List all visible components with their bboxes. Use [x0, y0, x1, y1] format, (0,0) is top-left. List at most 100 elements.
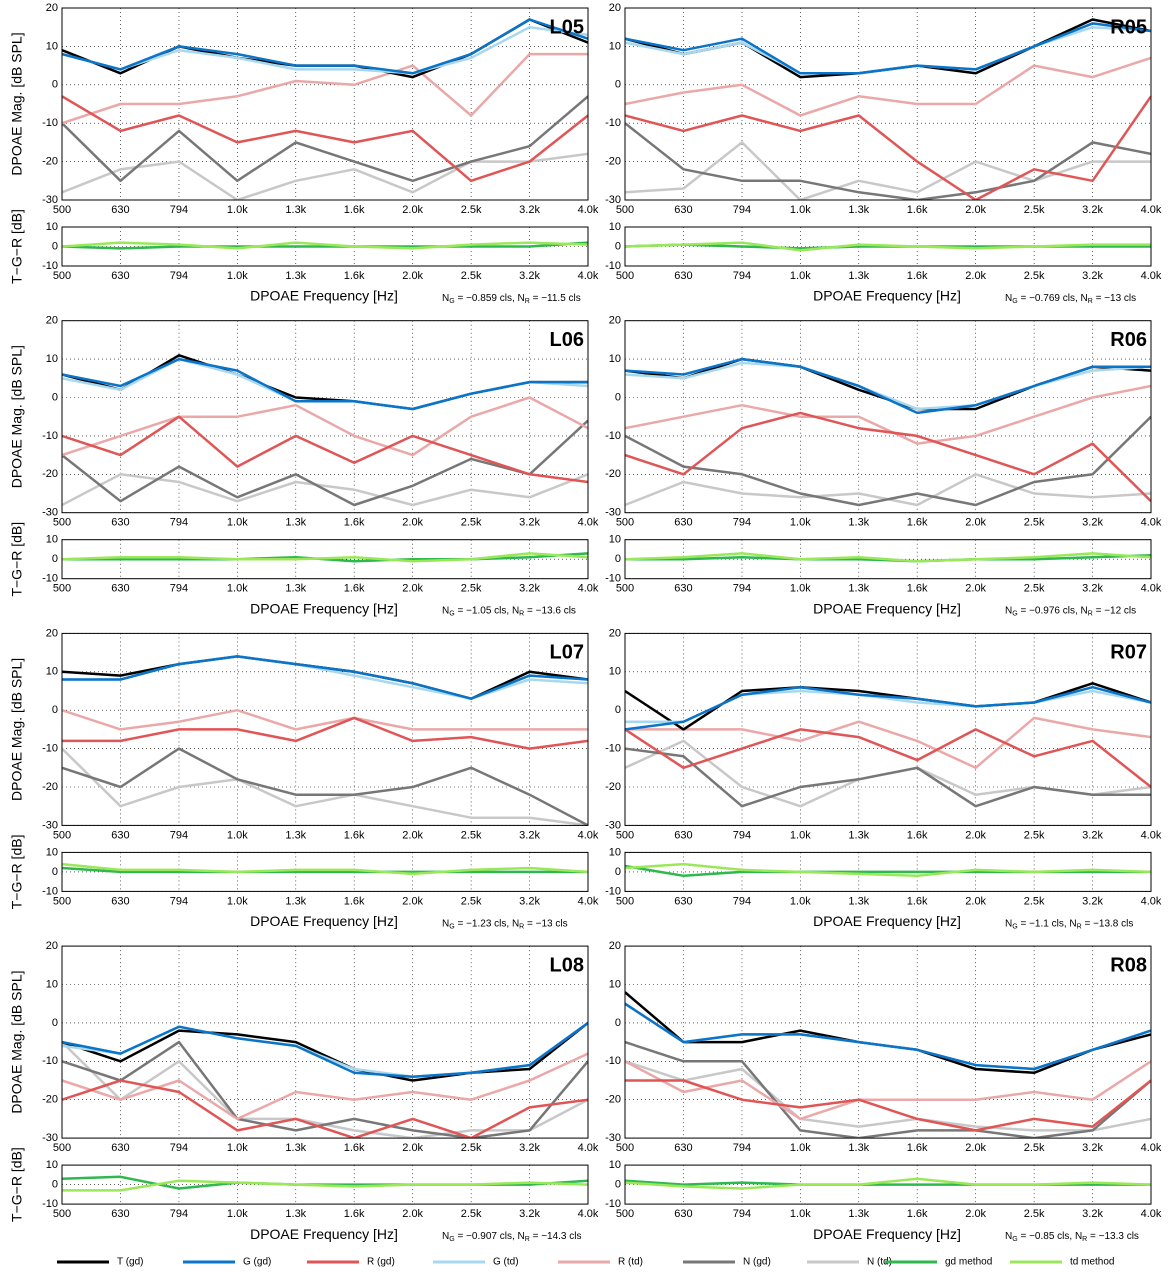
legend-label: N (td)	[867, 1257, 892, 1268]
annotation: NG = −1.23 cls, NR = −13 cls	[442, 918, 568, 930]
y-tick-label: 0	[615, 553, 621, 565]
y-axis-label: DPOAE Mag. [dB SPL]	[9, 32, 25, 175]
data-line	[62, 25, 588, 75]
y-axis-label: DPOAE Mag. [dB SPL]	[9, 658, 25, 801]
x-tick-label: 1.3k	[848, 1142, 869, 1154]
x-tick-label: 4.0k	[578, 1142, 599, 1154]
x-tick-label: 4.0k	[578, 583, 599, 595]
y-tick-label: 20	[46, 940, 58, 952]
x-tick-label: 794	[733, 1142, 751, 1154]
x-tick-label: 500	[53, 583, 71, 595]
legend-label: G (gd)	[243, 1257, 271, 1268]
plot-area: -30 -20 -10 0 10 20 500 630 794 1.0k 1.3k 1.6k 2.0k 2…	[605, 2, 1162, 216]
y-tick-label: 20	[609, 315, 621, 327]
axes-frame	[61, 539, 589, 580]
data-line	[62, 708, 588, 731]
annotation-part: = −13.3 cls	[1087, 1231, 1139, 1242]
annotation-part: = −11.5 cls	[530, 293, 581, 304]
y-tick-label: 10	[46, 40, 58, 52]
x-tick-label: 500	[616, 895, 634, 907]
x-tick-label: 630	[111, 1142, 129, 1154]
x-tick-label: 1.3k	[285, 583, 306, 595]
x-tick-label: 2.5k	[461, 204, 482, 216]
x-tick-label: 4.0k	[1141, 829, 1162, 841]
annotation-part: = −1.1 cls, N	[1018, 918, 1077, 929]
x-tick-label: 794	[733, 895, 751, 907]
y-axis-label: DPOAE Mag. [dB SPL]	[9, 971, 25, 1114]
x-tick-label: 2.0k	[965, 829, 986, 841]
x-tick-label: 1.0k	[227, 583, 248, 595]
x-tick-label: 3.2k	[519, 517, 540, 529]
x-tick-label: 2.0k	[402, 270, 423, 282]
y-tick-label: -20	[42, 156, 58, 168]
x-tick-label: 1.3k	[285, 829, 306, 841]
axes-frame	[624, 7, 1152, 201]
data-line	[625, 552, 1151, 563]
x-tick-label: 1.3k	[848, 1208, 869, 1220]
y-tick-label: 0	[52, 79, 58, 91]
x-tick-label: 2.0k	[402, 204, 423, 216]
x-tick-label: 2.5k	[1024, 1208, 1045, 1220]
x-tick-label: 500	[616, 517, 634, 529]
data-line	[625, 411, 1151, 503]
data-line	[62, 655, 588, 700]
x-tick-label: 2.5k	[461, 583, 482, 595]
data-line	[625, 1002, 1151, 1071]
x-tick-label: 2.0k	[402, 517, 423, 529]
x-tick-label: 4.0k	[1141, 583, 1162, 595]
x-tick-label: 1.0k	[227, 1208, 248, 1220]
x-tick-label: 500	[616, 583, 634, 595]
legend-label: T (gd)	[117, 1257, 144, 1268]
x-tick-label: 794	[733, 829, 751, 841]
data-line	[62, 747, 588, 826]
y-tick-label: -30	[42, 1132, 58, 1144]
x-tick-label: 1.0k	[790, 895, 811, 907]
axes-frame	[624, 851, 1152, 892]
x-tick-label: 794	[733, 1208, 751, 1220]
y-tick-label: 0	[615, 391, 621, 403]
y-axis-label: T−G−R [dB]	[9, 522, 25, 597]
x-tick-label: 1.6k	[907, 829, 928, 841]
data-line	[625, 685, 1151, 731]
data-line	[625, 122, 1151, 200]
y-tick-label: -20	[605, 781, 621, 793]
x-tick-label: 630	[111, 1208, 129, 1220]
data-line	[625, 56, 1151, 117]
x-axis-label: DPOAE Frequency [Hz]	[250, 288, 398, 304]
y-tick-label: 0	[52, 704, 58, 716]
x-tick-label: 4.0k	[578, 895, 599, 907]
axes-frame	[61, 945, 589, 1139]
x-tick-label: 2.0k	[965, 583, 986, 595]
annotation-part: N	[1005, 918, 1012, 929]
x-tick-label: 1.0k	[790, 270, 811, 282]
x-tick-label: 500	[616, 1208, 634, 1220]
x-tick-label: 2.5k	[1024, 1142, 1045, 1154]
axes-frame	[61, 320, 589, 514]
data-line	[625, 241, 1151, 252]
x-tick-label: 1.6k	[344, 1142, 365, 1154]
x-tick-label: 2.0k	[965, 895, 986, 907]
panel-title: L08	[550, 954, 584, 976]
data-line	[625, 1060, 1151, 1132]
annotation-part: G	[449, 923, 454, 930]
axes-frame	[61, 226, 589, 267]
data-line	[62, 473, 588, 507]
legend-label: R (gd)	[367, 1257, 395, 1268]
x-tick-label: 1.6k	[344, 895, 365, 907]
x-tick-label: 794	[733, 204, 751, 216]
annotation-part: G	[1012, 611, 1017, 618]
data-line	[625, 141, 1151, 200]
annotation-part: N	[442, 293, 449, 304]
y-tick-label: 10	[609, 534, 621, 546]
x-tick-label: 500	[53, 829, 71, 841]
data-line	[62, 1052, 588, 1121]
y-tick-label: -30	[42, 819, 58, 831]
y-tick-label: 0	[52, 1017, 58, 1029]
x-tick-label: 1.0k	[790, 1208, 811, 1220]
data-line	[625, 357, 1151, 415]
x-tick-label: 630	[674, 583, 692, 595]
x-tick-label: 500	[53, 270, 71, 282]
y-tick-label: 20	[609, 627, 621, 639]
x-tick-label: 4.0k	[578, 270, 599, 282]
x-tick-label: 1.0k	[227, 895, 248, 907]
